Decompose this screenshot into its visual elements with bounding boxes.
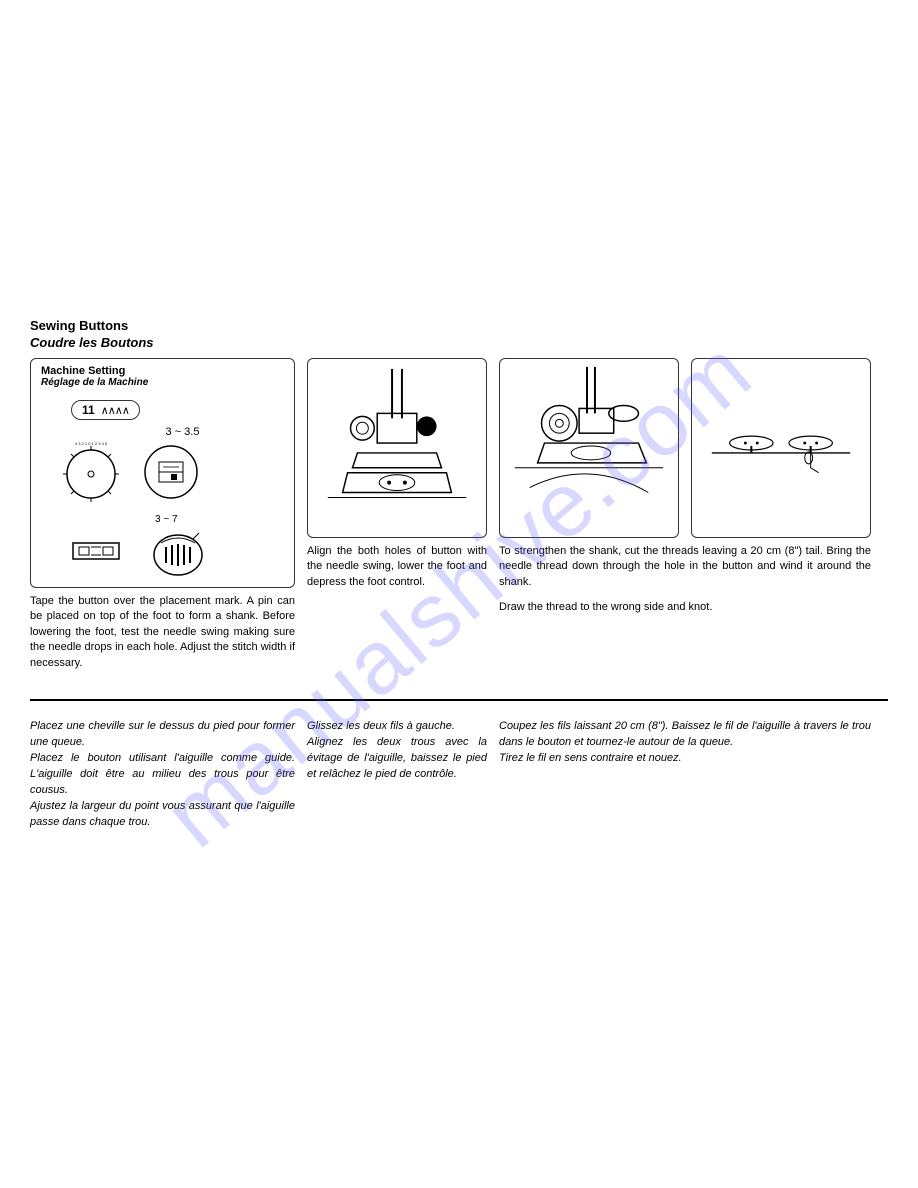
machine-setting-panel: Machine Setting Réglage de la Machine 11… <box>30 358 295 588</box>
machine-setting-label-fr: Réglage de la Machine <box>41 377 284 388</box>
column-3-4: To strengthen the shank, cut the threads… <box>499 358 871 616</box>
instruction-text-en-4: Draw the thread to the wrong side and kn… <box>499 600 871 615</box>
machine-setting-label-en: Machine Setting <box>41 365 284 377</box>
instruction-text-fr-3: Coupez les fils laissant 20 cm (8"). Bai… <box>499 719 871 831</box>
dials-row: 4 3 2 1 0 1 2 3 4 5 <box>61 442 284 502</box>
svg-text:4 3 2 1 0 1 2 3 4 5: 4 3 2 1 0 1 2 3 4 5 <box>75 442 108 446</box>
column-1: Machine Setting Réglage de la Machine 11… <box>30 358 295 671</box>
presser-foot-illustration-icon <box>308 359 486 537</box>
page-content: Sewing Buttons Coudre les Boutons Machin… <box>30 318 888 831</box>
illustration-panel-4 <box>691 358 871 538</box>
thread-winding-illustration-icon <box>500 359 678 537</box>
section-title-fr: Coudre les Boutons <box>30 335 888 350</box>
stitch-width-range: 3 ~ 3.5 <box>81 426 284 438</box>
section-title-en: Sewing Buttons <box>30 318 888 333</box>
button-shank-illustration-icon <box>692 359 870 537</box>
drop-feed-range: 3 ~ 7 <box>155 514 206 525</box>
instruction-text-en-3: To strengthen the shank, cut the threads… <box>499 544 871 590</box>
zigzag-icon: ∧∧∧∧ <box>101 404 129 417</box>
feed-dog-icon <box>71 535 121 565</box>
illustration-panel-3 <box>499 358 679 538</box>
section-divider <box>30 699 888 701</box>
column-2: Align the both holes of button with the … <box>307 358 487 590</box>
feed-row: 3 ~ 7 <box>71 514 284 585</box>
top-row: Machine Setting Réglage de la Machine 11… <box>30 358 888 671</box>
stitch-number: 11 <box>82 403 95 417</box>
instruction-text-en-1: Tape the button over the placement mark.… <box>30 594 295 671</box>
stitch-selector-badge: 11 ∧∧∧∧ <box>71 400 140 420</box>
drop-feed-group: 3 ~ 7 <box>151 514 206 585</box>
instruction-text-en-2: Align the both holes of button with the … <box>307 544 487 590</box>
panels-3-4-row <box>499 358 871 538</box>
illustration-panel-2 <box>307 358 487 538</box>
instruction-text-fr-1: Placez une cheville sur le dessus du pie… <box>30 719 295 831</box>
drop-feed-dial-icon <box>151 525 206 580</box>
tension-dial-icon: 4 3 2 1 0 1 2 3 4 5 <box>61 442 121 502</box>
french-text-row: Placez une cheville sur le dessus du pie… <box>30 719 888 831</box>
instruction-text-fr-2: Glissez les deux fils à gauche. Alignez … <box>307 719 487 831</box>
stitch-length-dial-icon <box>141 442 201 502</box>
